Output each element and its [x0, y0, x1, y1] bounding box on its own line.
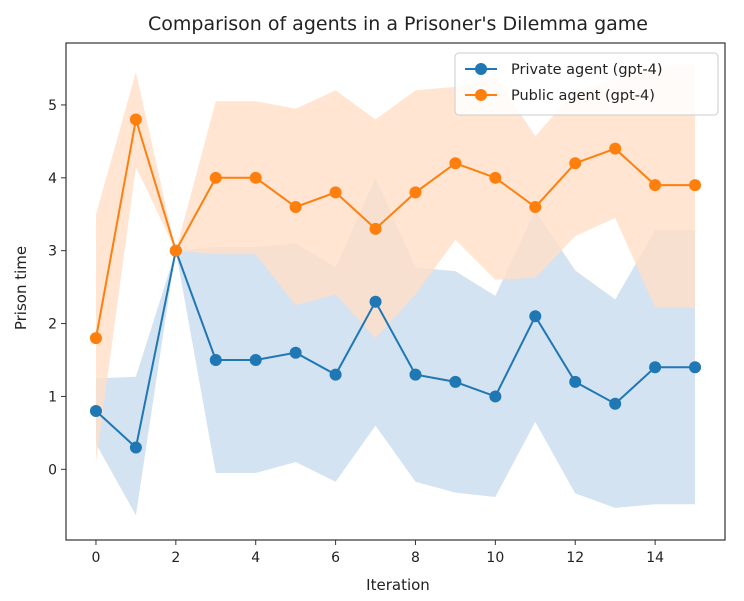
series-lines	[95, 119, 695, 450]
x-axis-ticks: 0 2 4 6 8 10 12 14	[91, 540, 664, 566]
y-tick-label: 0	[48, 462, 57, 478]
legend-label-private: Private agent (gpt-4)	[511, 62, 663, 78]
series-line-1	[95, 119, 695, 339]
plot-area	[89, 64, 702, 516]
data-point-1-13	[609, 142, 622, 155]
data-point-0-7	[369, 295, 382, 308]
x-tick-label: 10	[486, 550, 504, 566]
data-point-0-14	[649, 361, 662, 374]
plot-frame	[65, 42, 726, 541]
data-point-1-6	[329, 186, 342, 199]
x-tick-label: 8	[411, 550, 420, 566]
series-line-0	[95, 247, 695, 450]
series-points	[89, 113, 702, 454]
data-point-1-12	[569, 157, 582, 170]
legend-label-public: Public agent (gpt-4)	[511, 88, 655, 104]
data-point-0-4	[249, 354, 262, 367]
data-point-1-4	[249, 171, 262, 184]
data-point-1-9	[449, 157, 462, 170]
data-point-1-10	[489, 171, 502, 184]
x-tick-label: 12	[566, 550, 584, 566]
chart-title: Comparison of agents in a Prisoner's Dil…	[148, 13, 648, 35]
data-point-1-8	[409, 186, 422, 199]
y-axis-label: Prison time	[12, 246, 30, 330]
y-tick-label: 1	[48, 389, 57, 405]
legend-marker-private	[475, 63, 487, 75]
confidence-band-1	[96, 64, 695, 463]
data-point-0-1	[129, 441, 142, 454]
data-point-1-5	[289, 200, 302, 213]
data-point-1-3	[209, 171, 222, 184]
x-tick-label: 6	[331, 550, 340, 566]
data-point-0-5	[289, 346, 302, 359]
legend: Private agent (gpt-4) Public agent (gpt-…	[454, 52, 719, 116]
data-point-1-14	[649, 179, 662, 192]
data-point-0-11	[529, 310, 542, 323]
data-point-1-2	[169, 244, 182, 257]
y-tick-label: 5	[48, 98, 57, 114]
legend-box	[454, 52, 719, 116]
data-point-1-0	[89, 332, 102, 345]
data-point-0-8	[409, 368, 422, 381]
data-point-0-12	[569, 375, 582, 388]
data-point-1-7	[369, 222, 382, 235]
data-point-0-6	[329, 368, 342, 381]
y-tick-label: 2	[48, 317, 57, 333]
x-tick-label: 0	[91, 550, 100, 566]
legend-marker-public	[475, 89, 487, 101]
data-point-0-15	[689, 361, 702, 374]
data-point-1-11	[529, 200, 542, 213]
x-tick-label: 2	[171, 550, 180, 566]
x-axis-label: Iteration	[366, 576, 430, 594]
data-point-0-0	[89, 405, 102, 418]
data-point-0-13	[609, 397, 622, 410]
data-point-0-10	[489, 390, 502, 403]
y-axis-ticks: 0 1 2 3 4 5	[48, 98, 66, 478]
confidence-bands	[96, 64, 695, 516]
data-point-1-15	[689, 179, 702, 192]
y-tick-label: 3	[48, 244, 57, 260]
data-point-1-1	[129, 113, 142, 126]
data-point-0-9	[449, 375, 462, 388]
x-tick-label: 14	[646, 550, 664, 566]
x-tick-label: 4	[251, 550, 260, 566]
y-tick-label: 4	[48, 171, 57, 187]
data-point-0-3	[209, 354, 222, 367]
